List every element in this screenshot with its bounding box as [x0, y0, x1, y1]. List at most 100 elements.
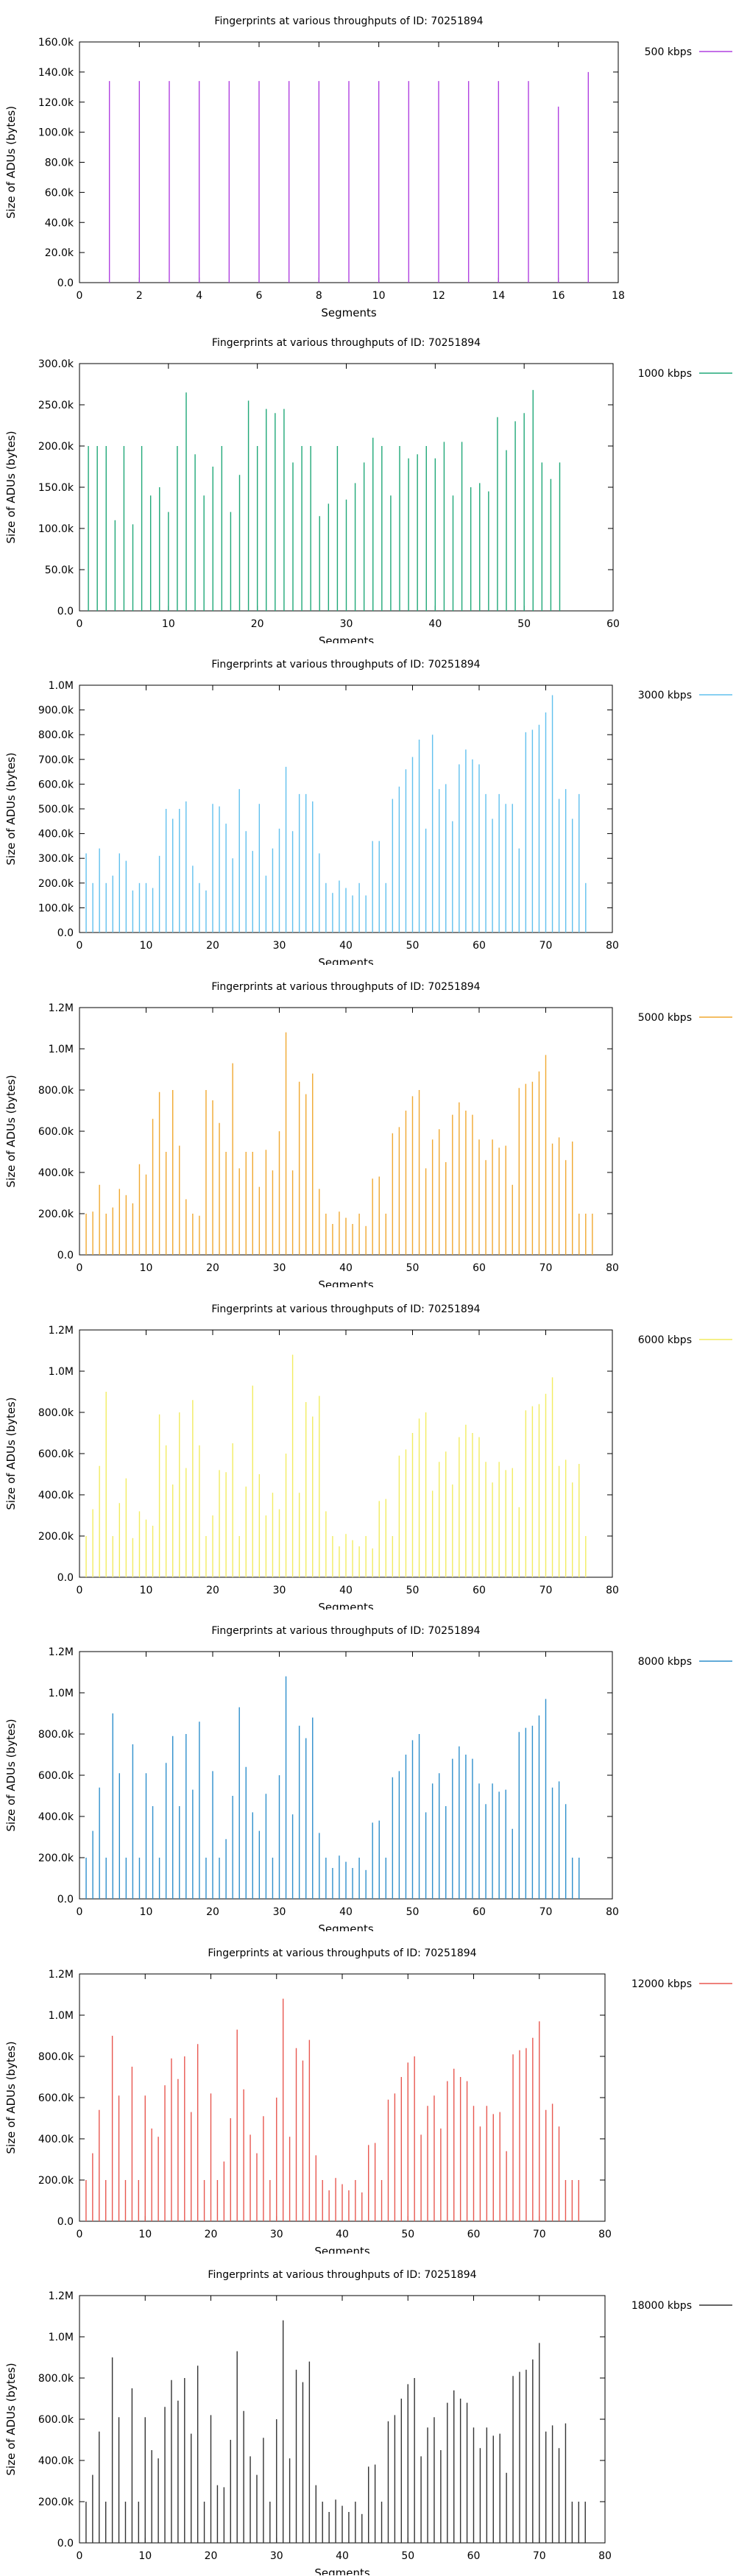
- y-axis-label: Size of ADUs (bytes): [4, 2041, 18, 2154]
- y-tick-label: 100.0k: [38, 127, 74, 139]
- x-axis-label: Segments: [318, 956, 374, 965]
- chart-title: Fingerprints at various throughputs of I…: [214, 15, 483, 27]
- y-tick-label: 100.0k: [38, 902, 74, 914]
- x-tick-label: 50: [517, 618, 531, 630]
- y-tick-label: 250.0k: [38, 400, 74, 411]
- y-axis-label: Size of ADUs (bytes): [4, 431, 18, 543]
- x-tick-label: 30: [273, 940, 286, 952]
- y-tick-label: 800.0k: [38, 1729, 74, 1741]
- x-axis-label: Segments: [321, 306, 377, 319]
- y-tick-label: 400.0k: [38, 1811, 74, 1823]
- x-tick-label: 80: [606, 1906, 619, 1918]
- y-tick-label: 600.0k: [38, 1448, 74, 1460]
- y-axis-label: Size of ADUs (bytes): [4, 1719, 18, 1831]
- y-tick-label: 0.0: [57, 606, 74, 618]
- x-axis-label: Segments: [318, 1601, 374, 1610]
- y-tick-label: 600.0k: [38, 2414, 74, 2426]
- y-tick-label: 1.2M: [49, 1646, 74, 1658]
- y-tick-label: 1.0M: [49, 680, 74, 692]
- y-tick-label: 300.0k: [38, 358, 74, 370]
- y-axis-label: Size of ADUs (bytes): [4, 106, 18, 219]
- x-tick-label: 0: [77, 618, 83, 630]
- x-tick-label: 80: [598, 2229, 612, 2240]
- y-tick-label: 1.2M: [49, 1002, 74, 1014]
- y-axis-label: Size of ADUs (bytes): [4, 2363, 18, 2475]
- y-tick-label: 600.0k: [38, 1126, 74, 1138]
- y-tick-label: 0.0: [57, 1894, 74, 1906]
- y-axis-label: Size of ADUs (bytes): [4, 1397, 18, 1510]
- legend-label: 1000 kbps: [638, 368, 692, 380]
- chart-title: Fingerprints at various throughputs of I…: [211, 659, 480, 670]
- x-tick-label: 20: [251, 618, 264, 630]
- x-tick-label: 40: [339, 1585, 353, 1596]
- x-tick-label: 20: [206, 940, 219, 952]
- y-tick-label: 600.0k: [38, 2092, 74, 2104]
- x-tick-label: 50: [406, 1262, 420, 1274]
- chart-title: Fingerprints at various throughputs of I…: [211, 1303, 480, 1315]
- y-tick-label: 1.0M: [49, 1688, 74, 1699]
- y-tick-label: 600.0k: [38, 779, 74, 790]
- y-tick-label: 800.0k: [38, 2051, 74, 2063]
- x-tick-label: 0: [77, 1585, 83, 1596]
- y-tick-label: 120.0k: [38, 97, 74, 109]
- x-tick-label: 2: [136, 290, 143, 302]
- y-tick-label: 0.0: [57, 927, 74, 939]
- x-tick-label: 0: [77, 940, 83, 952]
- x-tick-label: 60: [606, 618, 620, 630]
- x-tick-label: 10: [140, 1585, 153, 1596]
- y-axis-label: Size of ADUs (bytes): [4, 1075, 18, 1187]
- x-tick-label: 50: [406, 1585, 420, 1596]
- chart-title: Fingerprints at various throughputs of I…: [208, 2269, 476, 2281]
- x-axis-label: Segments: [314, 2566, 370, 2575]
- y-tick-label: 400.0k: [38, 2455, 74, 2467]
- y-axis-label: Size of ADUs (bytes): [4, 752, 18, 865]
- x-tick-label: 80: [598, 2550, 612, 2562]
- x-tick-label: 80: [606, 1262, 619, 1274]
- x-tick-label: 10: [140, 1906, 153, 1918]
- chart-panel-8: Fingerprints at various throughputs of I…: [4, 2269, 732, 2575]
- y-tick-label: 1.0M: [49, 2010, 74, 2022]
- x-axis-label: Segments: [314, 2245, 370, 2254]
- y-tick-label: 800.0k: [38, 729, 74, 741]
- chart-panel-4: Fingerprints at various throughputs of I…: [4, 981, 732, 1287]
- x-tick-label: 50: [406, 1906, 420, 1918]
- x-tick-label: 80: [606, 940, 619, 952]
- y-tick-label: 0.0: [57, 2216, 74, 2228]
- legend-label: 3000 kbps: [638, 690, 692, 701]
- y-tick-label: 200.0k: [38, 441, 74, 453]
- x-axis-label: Segments: [318, 1922, 374, 1931]
- legend-label: 8000 kbps: [638, 1656, 692, 1668]
- y-tick-label: 50.0k: [45, 565, 74, 576]
- y-tick-label: 700.0k: [38, 754, 74, 766]
- x-tick-label: 60: [467, 2229, 481, 2240]
- x-tick-label: 40: [339, 940, 353, 952]
- y-tick-label: 60.0k: [45, 187, 74, 199]
- x-tick-label: 20: [205, 2550, 218, 2562]
- chart-title: Fingerprints at various throughputs of I…: [211, 1625, 480, 1637]
- y-tick-label: 200.0k: [38, 2497, 74, 2508]
- x-tick-label: 10: [138, 2229, 152, 2240]
- x-tick-label: 70: [533, 2229, 546, 2240]
- y-tick-label: 0.0: [57, 1250, 74, 1262]
- x-tick-label: 40: [339, 1906, 353, 1918]
- x-tick-label: 30: [273, 1585, 286, 1596]
- y-tick-label: 80.0k: [45, 158, 74, 169]
- y-tick-label: 800.0k: [38, 1085, 74, 1097]
- y-tick-label: 1.2M: [49, 1325, 74, 1337]
- x-axis-label: Segments: [319, 634, 375, 643]
- legend-label: 500 kbps: [645, 46, 692, 58]
- chart-panel-2: Fingerprints at various throughputs of I…: [4, 337, 732, 643]
- chart-title: Fingerprints at various throughputs of I…: [212, 337, 481, 349]
- x-tick-label: 0: [77, 2229, 83, 2240]
- y-tick-label: 900.0k: [38, 705, 74, 717]
- y-tick-label: 200.0k: [38, 1853, 74, 1864]
- chart-panel-1: Fingerprints at various throughputs of I…: [4, 15, 732, 319]
- y-tick-label: 0.0: [57, 2538, 74, 2550]
- y-tick-label: 800.0k: [38, 1407, 74, 1419]
- y-tick-label: 800.0k: [38, 2373, 74, 2385]
- x-tick-label: 30: [270, 2550, 283, 2562]
- x-tick-label: 20: [206, 1585, 219, 1596]
- y-tick-label: 40.0k: [45, 217, 74, 229]
- chart-title: Fingerprints at various throughputs of I…: [211, 981, 480, 993]
